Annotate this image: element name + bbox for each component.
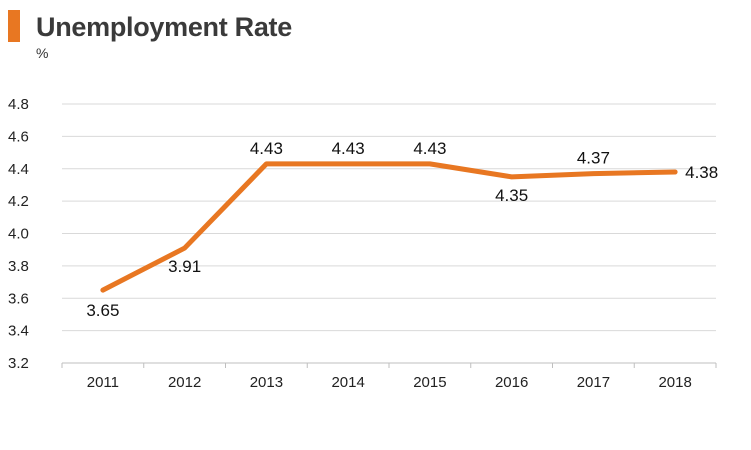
y-tick-label: 4.0 [8,226,29,243]
y-tick-label: 3.4 [8,323,29,340]
y-tick-label: 4.6 [8,128,29,145]
x-tick-label: 2014 [331,374,364,391]
x-tick-label: 2018 [658,374,691,391]
series-line [100,161,678,293]
data-label: 4.35 [495,186,528,205]
data-label: 4.43 [413,139,446,158]
data-label: 4.38 [685,163,718,182]
x-tick-label: 2015 [413,374,446,391]
x-tick-label: 2011 [87,374,119,391]
data-label: 4.43 [332,139,365,158]
y-axis-unit: % [36,45,49,61]
x-tick-label: 2012 [168,374,201,391]
x-tick-label: 2013 [250,374,283,391]
y-tick-label: 3.8 [8,258,29,275]
y-tick-label: 3.2 [8,355,29,372]
y-tick-label: 4.4 [8,161,29,178]
data-label: 3.91 [168,257,201,276]
y-tick-label: 4.2 [8,193,29,210]
title-accent-bar [8,10,20,42]
x-tick-label: 2016 [495,374,528,391]
data-label: 4.43 [250,139,283,158]
data-label: 3.65 [86,301,119,320]
data-labels: 3.65 3.91 4.43 4.43 4.43 4.35 4.37 4.38 [86,139,718,320]
data-label: 4.37 [577,149,610,168]
x-tick-label: 2017 [577,374,610,391]
axes: 3.2 3.4 3.6 3.8 4.0 4.2 4.4 4.6 4.8 2011 2012 2013 2… [8,96,717,391]
y-tick-label: 3.6 [8,290,29,307]
y-tick-label: 4.8 [8,96,29,113]
chart-title: Unemployment Rate [36,12,292,42]
gridlines [62,103,716,332]
series-line-group [100,161,678,293]
